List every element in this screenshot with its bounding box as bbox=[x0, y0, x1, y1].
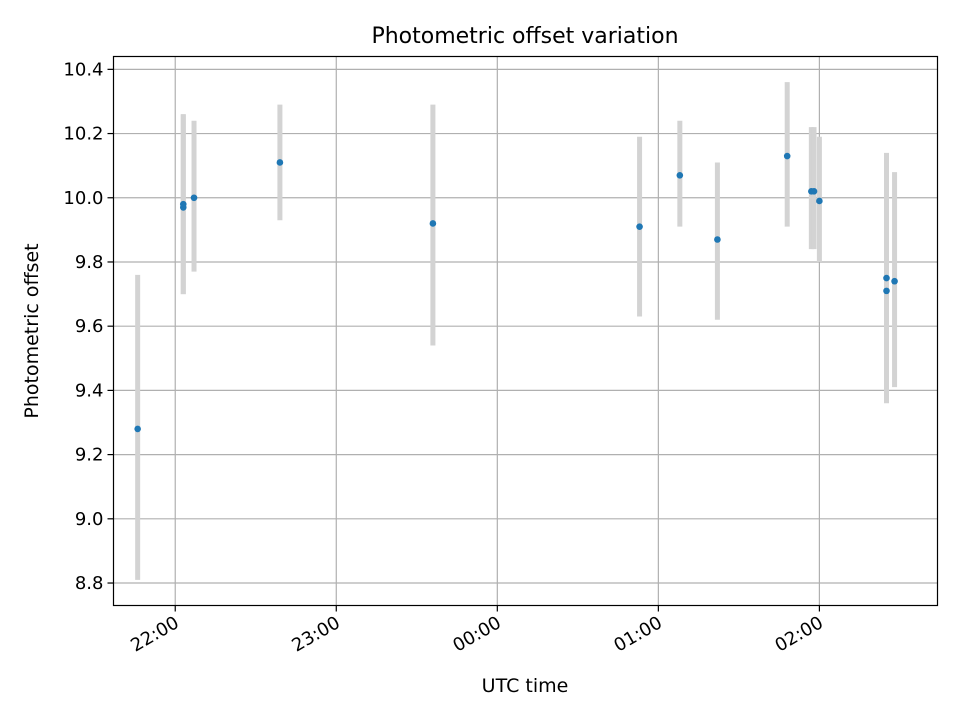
data-point bbox=[134, 425, 141, 433]
x-tick-label: 02:00 bbox=[771, 612, 826, 656]
chart-title: Photometric offset variation bbox=[371, 24, 678, 49]
data-point bbox=[276, 159, 284, 166]
data-point bbox=[883, 287, 890, 295]
y-axis: 8.8 9.0 9.2 9.4 9.6 9.8 10.0 10.2 10.4 bbox=[63, 59, 114, 594]
y-tick-label: 9.2 bbox=[75, 445, 104, 466]
data-point bbox=[810, 188, 818, 195]
y-tick-label: 10.2 bbox=[63, 124, 103, 145]
y-tick-label: 10.4 bbox=[63, 59, 103, 80]
data-point bbox=[714, 236, 721, 243]
y-tick-label: 8.8 bbox=[75, 573, 104, 594]
data-point bbox=[636, 223, 643, 230]
data-point bbox=[783, 152, 791, 160]
x-tick-label: 01:00 bbox=[610, 612, 665, 656]
data-point bbox=[891, 277, 898, 285]
y-tick-label: 9.6 bbox=[75, 316, 104, 337]
x-tick-label: 23:00 bbox=[288, 612, 343, 656]
plot-frame bbox=[112, 55, 939, 607]
data-point bbox=[190, 194, 198, 202]
y-axis-label: Photometric offset bbox=[21, 243, 43, 418]
y-tick-label: 9.0 bbox=[75, 509, 104, 530]
y-tick-label: 9.8 bbox=[75, 252, 104, 273]
y-tick-label: 9.4 bbox=[75, 380, 104, 401]
data-point bbox=[883, 274, 890, 282]
data-point bbox=[179, 200, 187, 208]
data-point bbox=[429, 220, 437, 227]
grid bbox=[113, 56, 938, 606]
data-points bbox=[134, 152, 898, 433]
x-tick-label: 22:00 bbox=[127, 612, 182, 656]
error-bars bbox=[135, 82, 898, 580]
y-tick-label: 10.0 bbox=[63, 188, 103, 209]
x-axis: 22:00 23:00 00:00 01:00 02:00 bbox=[127, 605, 827, 656]
data-point bbox=[816, 197, 823, 205]
x-tick-label: 00:00 bbox=[449, 612, 504, 656]
data-point bbox=[676, 171, 684, 179]
x-axis-label: UTC time bbox=[482, 675, 569, 697]
